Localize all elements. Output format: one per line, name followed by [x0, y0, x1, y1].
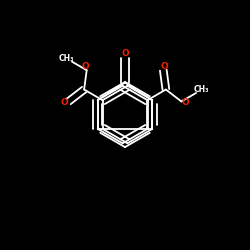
Text: O: O [182, 98, 189, 107]
Text: CH₃: CH₃ [194, 85, 209, 94]
Text: O: O [61, 98, 68, 107]
Text: CH₃: CH₃ [59, 54, 74, 63]
Text: O: O [160, 62, 168, 70]
Text: O: O [121, 49, 129, 58]
Text: O: O [82, 62, 90, 70]
